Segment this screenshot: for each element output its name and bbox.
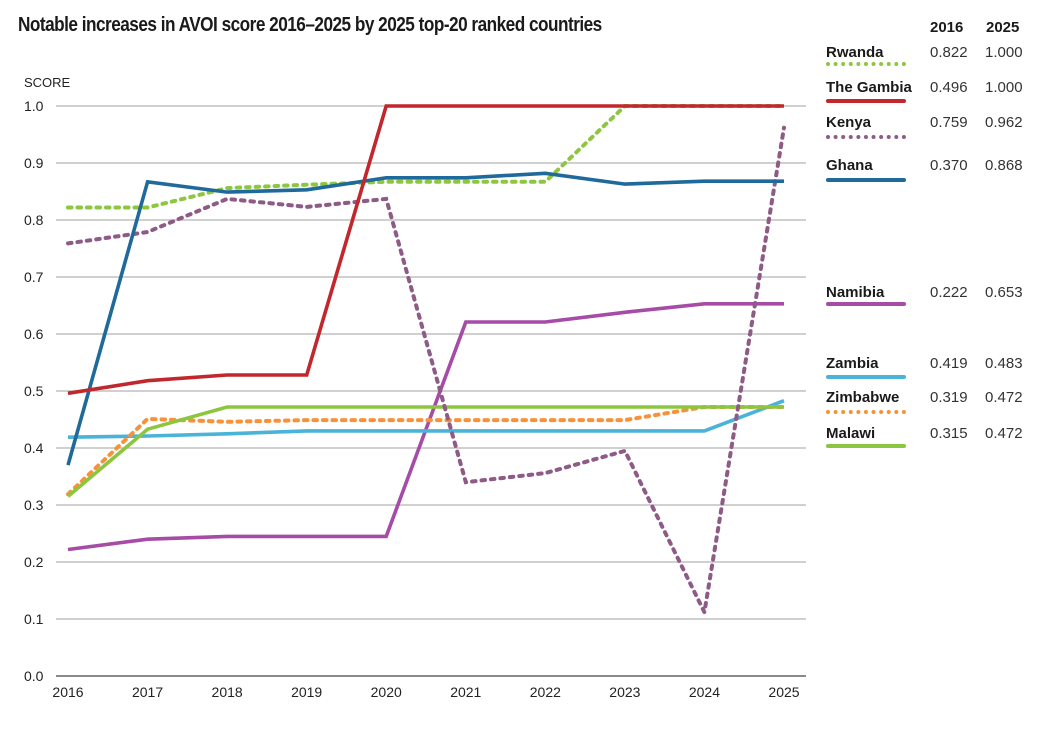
x-tick-label: 2025 xyxy=(768,684,799,700)
legend-swatch xyxy=(826,302,906,306)
legend-swatch xyxy=(826,62,906,66)
y-tick-label: 0.1 xyxy=(24,611,44,627)
y-axis-label: SCORE xyxy=(24,75,71,90)
legend-value-2016: 0.315 xyxy=(930,425,968,442)
x-tick-label: 2022 xyxy=(530,684,561,700)
x-tick-label: 2016 xyxy=(52,684,83,700)
legend-name: Zambia xyxy=(826,355,879,372)
y-tick-label: 0.6 xyxy=(24,326,44,342)
legend-value-2016: 0.370 xyxy=(930,157,968,174)
legend-value-2016: 0.822 xyxy=(930,44,968,61)
y-tick-label: 0.9 xyxy=(24,155,44,171)
legend-value-2025: 0.483 xyxy=(985,355,1023,372)
series-line-kenya xyxy=(66,125,786,619)
series-line-zimbabwe xyxy=(66,405,786,497)
y-tick-label: 0.8 xyxy=(24,212,44,228)
x-tick-label: 2023 xyxy=(609,684,640,700)
legend-value-2025: 1.000 xyxy=(985,44,1023,61)
legend-value-2016: 0.419 xyxy=(930,355,968,372)
x-tick-label: 2018 xyxy=(212,684,243,700)
x-tick-label: 2020 xyxy=(371,684,402,700)
legend-value-2016: 0.759 xyxy=(930,114,968,131)
legend-swatch xyxy=(826,135,906,139)
legend-name: Ghana xyxy=(826,157,873,174)
legend-name: The Gambia xyxy=(826,79,912,96)
legend-swatch xyxy=(826,178,906,182)
y-tick-label: 0.3 xyxy=(24,497,44,513)
series-line-zambia xyxy=(67,399,785,439)
legend-value-2016: 0.222 xyxy=(930,284,968,301)
legend-swatch xyxy=(826,375,906,379)
legend-value-2016: 0.496 xyxy=(930,79,968,96)
legend-value-2025: 0.868 xyxy=(985,157,1023,174)
legend-name: Malawi xyxy=(826,425,876,442)
legend-value-2025: 0.472 xyxy=(985,425,1023,442)
legend-name: Rwanda xyxy=(826,44,884,61)
x-tick-labels: 2016 2017 2018 2019 2020 2021 2022 2023 2024 2025 xyxy=(52,684,799,700)
chart-title: Notable increases in AVOI score 2016–202… xyxy=(18,14,602,36)
legend-swatch xyxy=(826,410,906,414)
x-tick-label: 2024 xyxy=(689,684,720,700)
y-tick-label: 1.0 xyxy=(24,98,44,114)
y-tick-label: 0.4 xyxy=(24,440,44,456)
y-tick-label: 0.7 xyxy=(24,269,44,285)
series-line-malawi xyxy=(66,405,784,498)
legend-value-2025: 0.962 xyxy=(985,114,1023,131)
legend-header-2025: 2025 xyxy=(986,19,1020,36)
legend-swatch xyxy=(826,99,906,103)
y-tick-label: 0.2 xyxy=(24,554,44,570)
legend-name: Kenya xyxy=(826,114,872,131)
series-line-ghana xyxy=(66,171,784,466)
legend-name: Namibia xyxy=(826,284,885,301)
x-tick-label: 2019 xyxy=(291,684,322,700)
legend-value-2025: 0.472 xyxy=(985,389,1023,406)
y-tick-labels: 0.0 0.1 0.2 0.3 0.4 0.5 0.6 0.7 0.8 0.9 1.0 xyxy=(24,98,44,684)
legend-value-2016: 0.319 xyxy=(930,389,968,406)
series-line-rwanda xyxy=(66,104,786,210)
legend-value-2025: 0.653 xyxy=(985,284,1023,301)
legend-header-2016: 2016 xyxy=(930,19,964,36)
y-tick-label: 0.0 xyxy=(24,668,44,684)
legend-name: Zimbabwe xyxy=(826,389,900,406)
legend-value-2025: 1.000 xyxy=(985,79,1023,96)
legend-swatch xyxy=(826,444,906,448)
series-lines xyxy=(66,104,786,619)
x-tick-label: 2021 xyxy=(450,684,481,700)
x-tick-label: 2017 xyxy=(132,684,163,700)
y-tick-label: 0.5 xyxy=(24,383,44,399)
series-line-the-gambia xyxy=(67,104,784,396)
